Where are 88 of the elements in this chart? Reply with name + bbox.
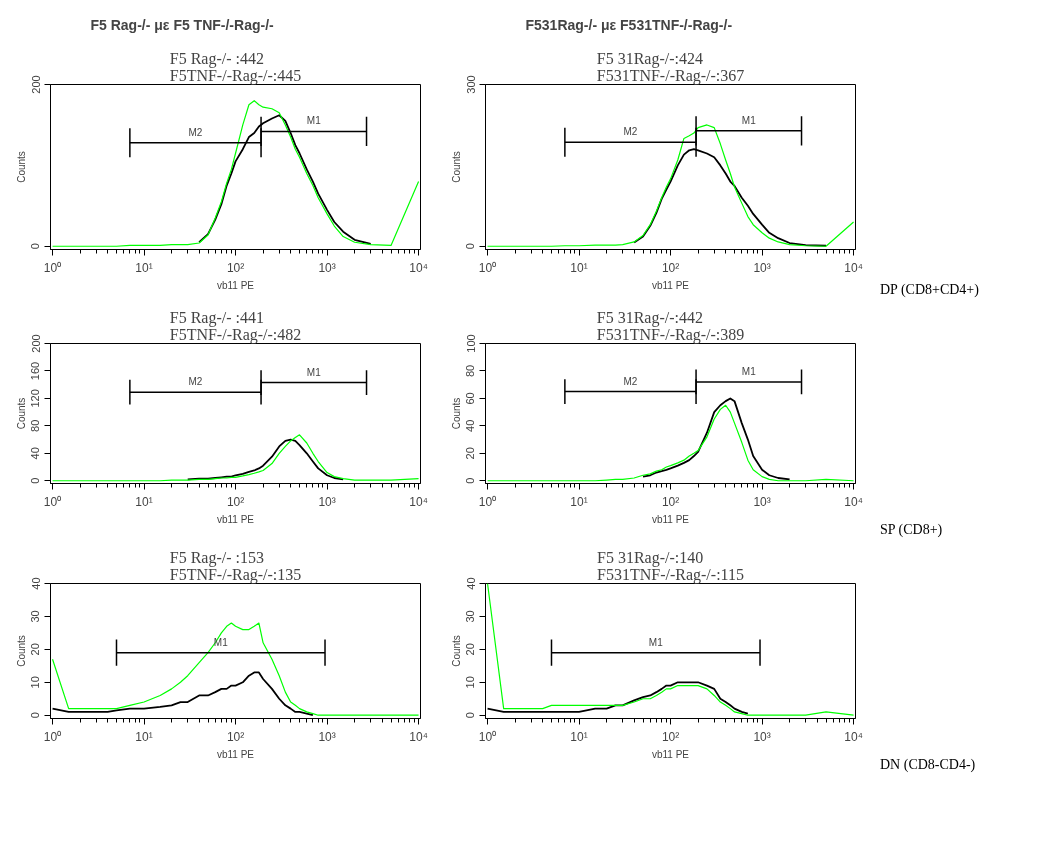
y-tick-label: 120 — [29, 389, 42, 408]
series-label: M2 — [623, 126, 638, 138]
y-tick-label: 0 — [29, 712, 42, 719]
series-label: M1 — [741, 114, 757, 126]
series-label: M2 — [623, 375, 638, 387]
y-axis-title: Counts — [450, 635, 462, 667]
y-tick-label: 160 — [29, 361, 42, 381]
x-tick-label: 10³ — [318, 494, 336, 509]
y-tick-label: 10 — [29, 676, 42, 689]
series-label: M1 — [306, 366, 322, 378]
x-tick-label: 10³ — [318, 729, 336, 744]
y-tick-label: 0 — [29, 477, 42, 484]
x-tick-label: 10¹ — [570, 260, 588, 275]
x-axis-title: vb11 PE — [651, 748, 690, 760]
x-tick-label: 10² — [226, 260, 245, 275]
chart-title: F5 31Rag-/-:140 F531TNF-/-Rag-/-:115 — [597, 548, 744, 584]
chart-title: F5 Rag-/- :442 F5TNF-/-Rag-/-:445 — [169, 49, 302, 85]
y-tick-label: 40 — [464, 419, 477, 432]
x-tick-label: 10⁴ — [844, 729, 863, 744]
x-tick-label: 10¹ — [570, 494, 588, 509]
y-axis-title: Counts — [15, 397, 27, 430]
x-tick-label: 10⁴ — [409, 260, 428, 275]
y-tick-label: 40 — [464, 577, 477, 590]
series-label: M2 — [188, 376, 203, 388]
y-tick-label: 30 — [464, 610, 477, 623]
x-tick-label: 10⁴ — [844, 494, 863, 509]
y-axis-title: Counts — [450, 151, 462, 183]
y-tick-label: 40 — [29, 447, 42, 460]
x-tick-label: 10⁰ — [43, 260, 62, 275]
y-tick-label: 300 — [464, 75, 477, 94]
y-tick-label: 200 — [29, 334, 42, 353]
x-axis-title: vb11 PE — [216, 513, 255, 525]
x-axis-title: vb11 PE — [651, 513, 690, 525]
x-tick-label: 10⁴ — [409, 494, 428, 509]
y-tick-label: 60 — [464, 392, 477, 405]
series-label: M1 — [741, 365, 757, 377]
y-tick-label: 100 — [464, 334, 477, 353]
x-tick-label: 10¹ — [570, 729, 588, 744]
series-label: M2 — [188, 126, 203, 138]
x-tick-label: 10² — [226, 494, 245, 509]
x-tick-label: 10³ — [753, 260, 771, 275]
y-tick-label: 0 — [464, 243, 477, 250]
x-axis-title: vb11 PE — [216, 748, 255, 760]
y-tick-label: 10 — [464, 676, 477, 689]
x-tick-label: 10³ — [318, 260, 336, 275]
text: DN (CD8-CD4-) — [880, 756, 976, 774]
x-tick-label: 10⁰ — [43, 494, 62, 509]
y-tick-label: 0 — [464, 712, 477, 719]
x-axis-title: vb11 PE — [651, 279, 690, 291]
y-tick-label: 20 — [29, 643, 42, 656]
y-tick-label: 0 — [29, 243, 42, 250]
y-tick-label: 30 — [29, 610, 42, 623]
text: F5 Rag-/- με F5 TNF-/-Rag-/- — [90, 16, 275, 33]
y-tick-label: 80 — [464, 364, 477, 378]
text: F531Rag-/- με F531TNF-/-Rag-/- — [525, 16, 733, 33]
series-label: M1 — [648, 636, 664, 648]
x-tick-label: 10¹ — [135, 260, 153, 275]
x-tick-label: 10⁰ — [478, 260, 497, 275]
y-axis-title: Counts — [15, 151, 27, 183]
y-axis-title: Counts — [15, 635, 27, 667]
x-axis-title: vb11 PE — [216, 279, 255, 291]
x-tick-label: 10² — [661, 729, 680, 744]
y-axis-title: Counts — [450, 397, 462, 430]
x-tick-label: 10⁴ — [844, 260, 863, 275]
chart-title: F5 31Rag-/-:442 F531TNF-/-Rag-/-:389 — [596, 308, 745, 344]
y-tick-label: 80 — [29, 419, 42, 432]
x-tick-label: 10⁰ — [478, 729, 497, 744]
x-tick-label: 10⁴ — [409, 729, 428, 744]
x-tick-label: 10² — [226, 729, 245, 744]
x-tick-label: 10² — [661, 260, 680, 275]
chart-title: F5 Rag-/- :441 F5TNF-/-Rag-/-:482 — [169, 308, 302, 344]
x-tick-label: 10³ — [753, 494, 771, 509]
x-tick-label: 10² — [661, 494, 680, 509]
chart-title: F5 31Rag-/-:424 F531TNF-/-Rag-/-:367 — [596, 49, 745, 85]
text: DP (CD8+CD4+) — [880, 281, 979, 299]
x-tick-label: 10¹ — [135, 729, 153, 744]
y-tick-label: 20 — [464, 447, 477, 460]
x-tick-label: 10⁰ — [43, 729, 62, 744]
x-tick-label: 10¹ — [135, 494, 153, 509]
y-tick-label: 40 — [29, 577, 42, 590]
x-tick-label: 10³ — [753, 729, 771, 744]
y-tick-label: 0 — [464, 477, 477, 484]
x-tick-label: 10⁰ — [478, 494, 497, 509]
series-label: M1 — [306, 115, 322, 127]
text: SP (CD8+) — [880, 521, 943, 539]
chart-title: F5 Rag-/- :153 F5TNF-/-Rag-/-:135 — [169, 548, 302, 584]
y-tick-label: 20 — [464, 643, 477, 656]
y-tick-label: 200 — [29, 75, 42, 94]
